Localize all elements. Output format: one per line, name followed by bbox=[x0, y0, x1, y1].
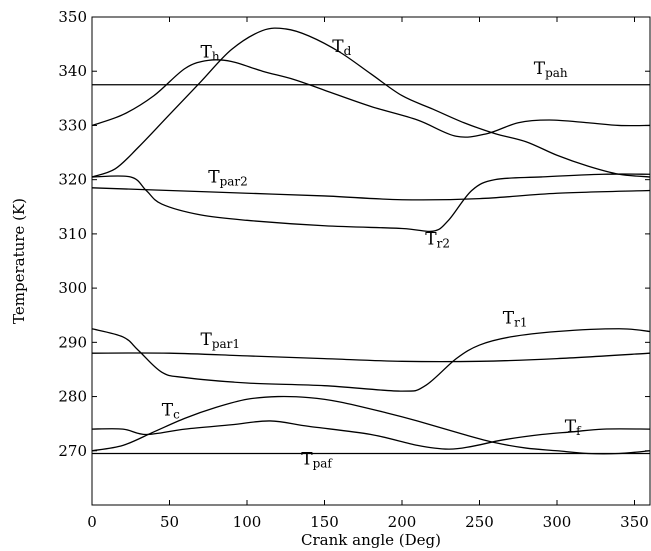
y-tick-label: 270 bbox=[58, 442, 87, 460]
y-tick-label: 290 bbox=[58, 333, 87, 351]
x-axis-label: Crank angle (Deg) bbox=[301, 531, 441, 549]
series-label-tpaf: Tpaf bbox=[301, 449, 333, 470]
series-label-tpah: Tpah bbox=[534, 59, 568, 80]
series-lines bbox=[91, 27, 651, 455]
series-line-tpar1 bbox=[91, 352, 651, 363]
x-tick-label: 100 bbox=[233, 513, 262, 531]
y-tick-label: 310 bbox=[58, 225, 87, 243]
y-ticks: 270 280 290 300 310 320 330 340 350 bbox=[58, 8, 650, 460]
x-tick-label: 300 bbox=[543, 513, 572, 531]
series-line-tpar2 bbox=[91, 187, 651, 201]
x-tick-label: 200 bbox=[388, 513, 417, 531]
series-line-tr2 bbox=[91, 173, 651, 233]
series-line-tf bbox=[91, 420, 651, 450]
x-ticks: 0 50 100 150 200 250 300 350 bbox=[87, 17, 649, 531]
y-axis-label: Temperature (K) bbox=[10, 198, 28, 324]
x-tick-label: 50 bbox=[160, 513, 179, 531]
series-labels: Th Td Tpah Tpar2 Tr2 Tpar1 Tr1 Tc Tf Tpaf bbox=[162, 37, 582, 470]
y-tick-label: 320 bbox=[58, 171, 87, 189]
y-tick-label: 340 bbox=[58, 62, 87, 80]
x-tick-label: 250 bbox=[465, 513, 494, 531]
series-label-tr1: Tr1 bbox=[503, 308, 528, 329]
series-label-tf: Tf bbox=[565, 417, 582, 438]
series-label-tr2: Tr2 bbox=[425, 230, 450, 251]
x-tick-label: 350 bbox=[620, 513, 649, 531]
series-line-th bbox=[91, 59, 651, 138]
series-label-td: Td bbox=[332, 37, 351, 58]
y-tick-label: 280 bbox=[58, 388, 87, 406]
y-tick-label: 330 bbox=[58, 116, 87, 134]
x-tick-label: 0 bbox=[87, 513, 97, 531]
series-label-tpar2: Tpar2 bbox=[208, 167, 248, 188]
series-label-tc: Tc bbox=[162, 401, 180, 422]
plot-frame bbox=[91, 16, 651, 506]
y-tick-label: 350 bbox=[58, 8, 87, 26]
y-tick-label: 300 bbox=[58, 279, 87, 297]
series-label-tpar1: Tpar1 bbox=[201, 330, 241, 351]
series-line-td bbox=[91, 27, 651, 178]
series-label-th: Th bbox=[201, 43, 220, 64]
x-tick-label: 150 bbox=[310, 513, 339, 531]
series-line-tr1 bbox=[91, 328, 651, 392]
series-line-tc bbox=[91, 395, 651, 455]
